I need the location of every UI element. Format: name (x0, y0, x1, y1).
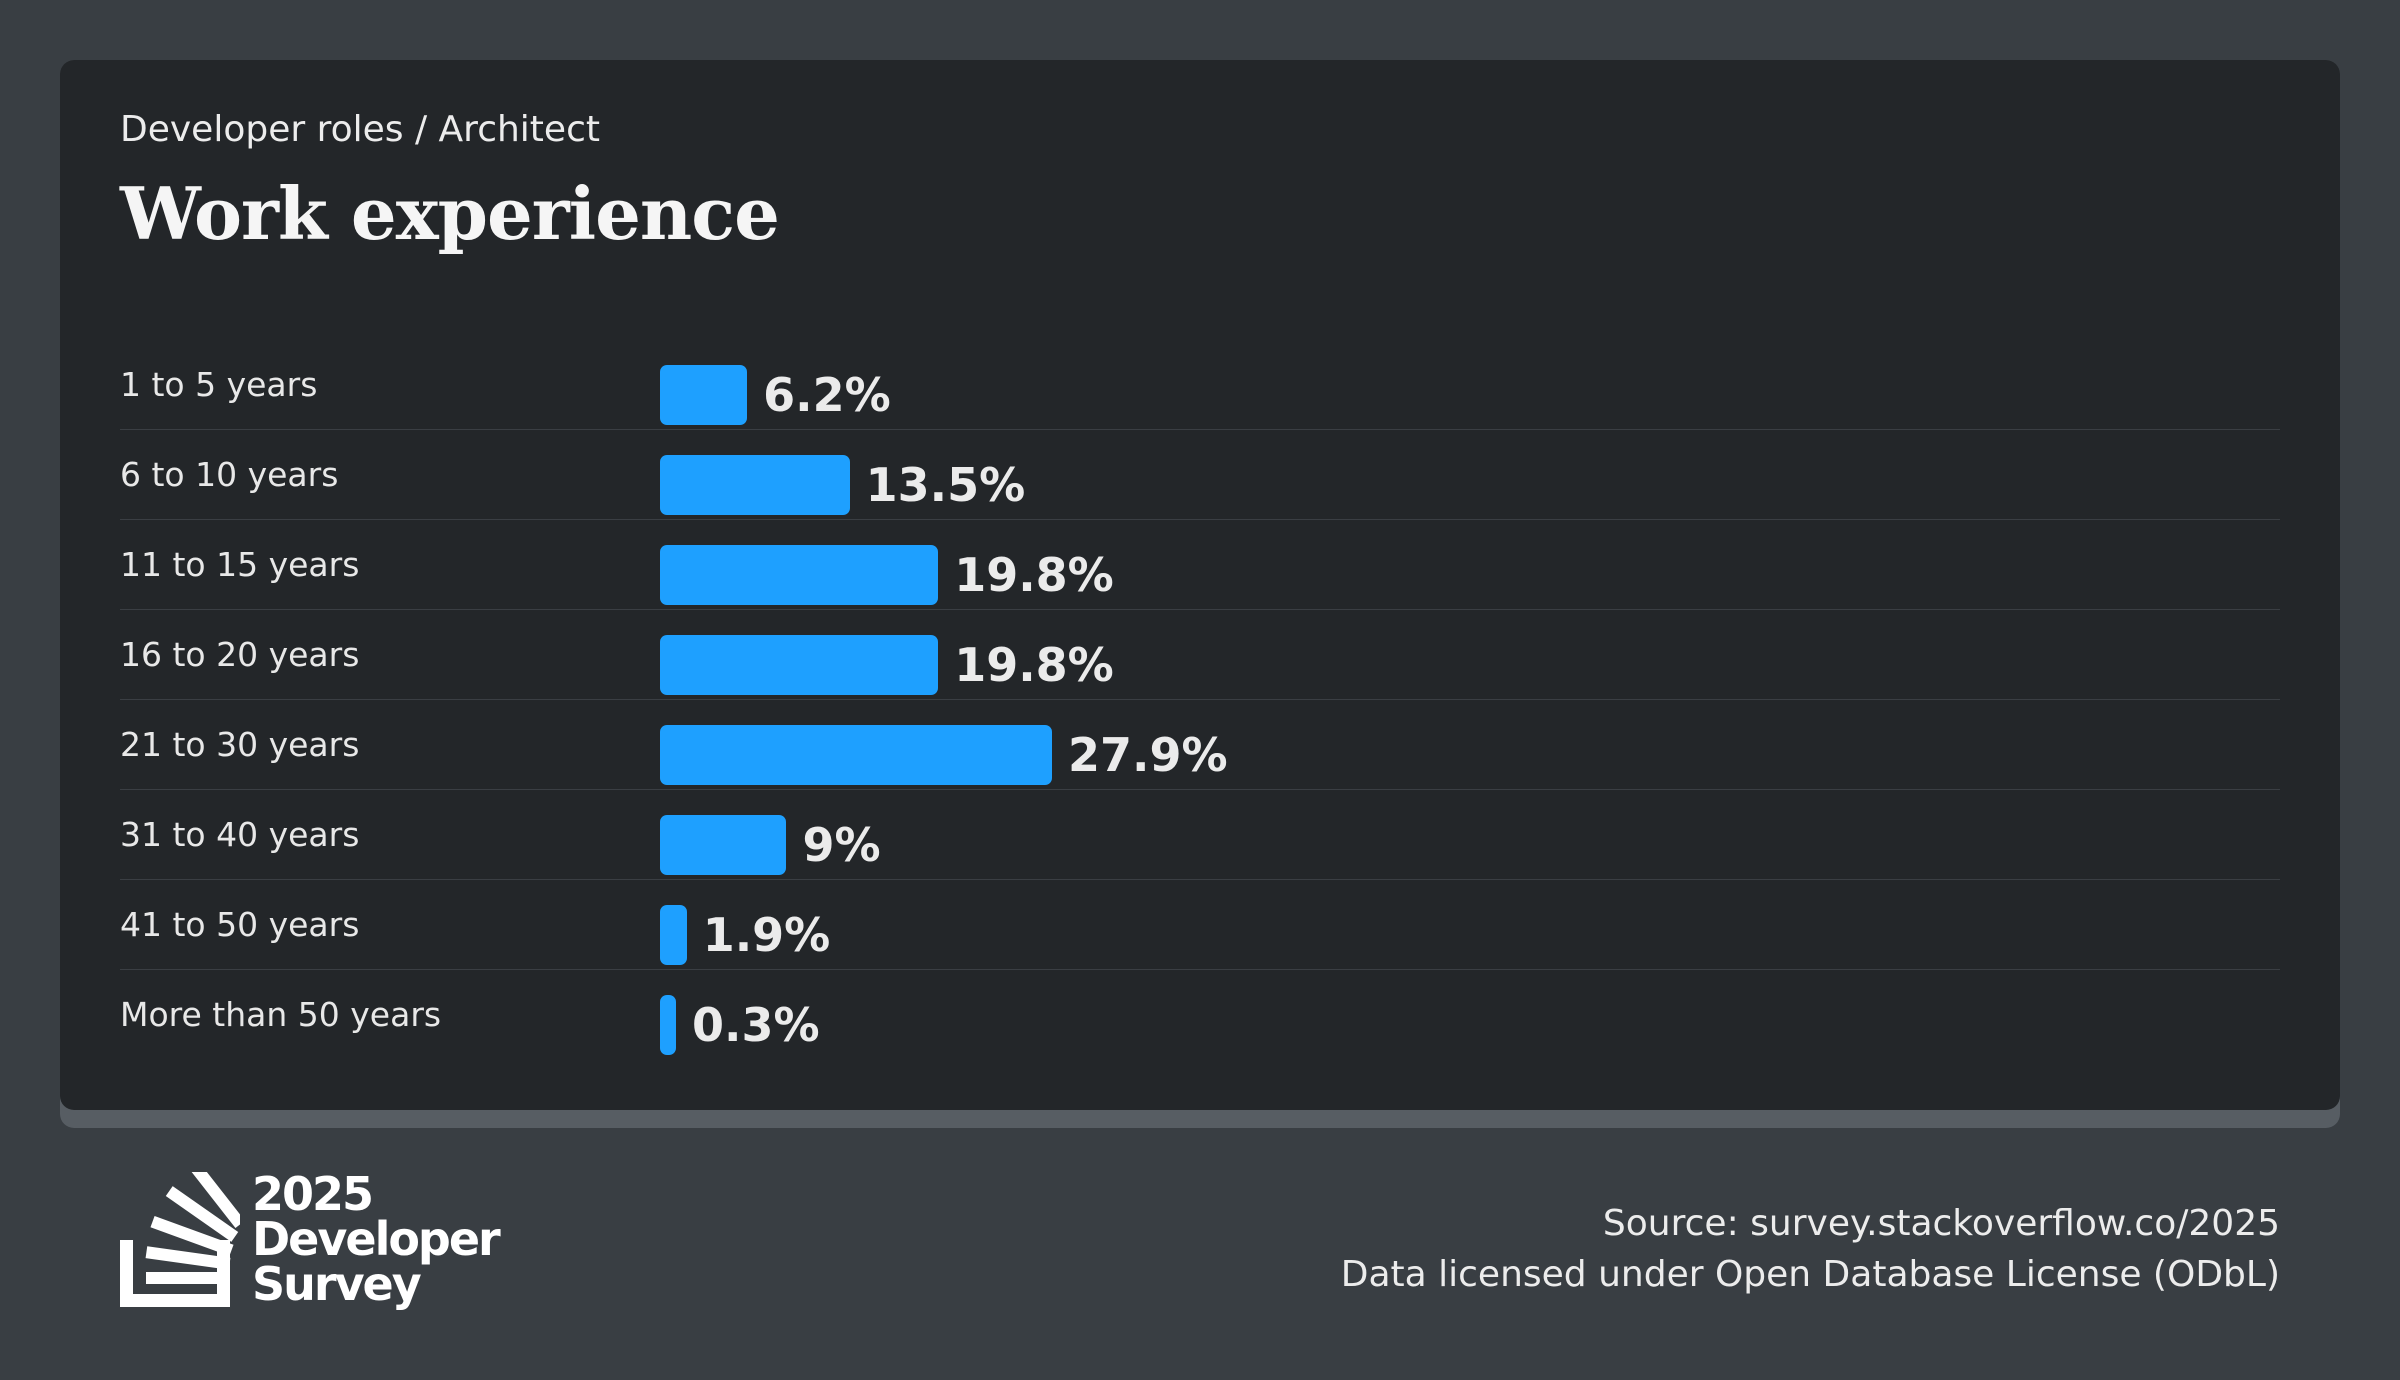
bar (660, 545, 939, 605)
value-label: 0.3% (692, 998, 820, 1052)
value-label: 19.8% (954, 638, 1114, 692)
logo-survey: Survey (252, 1257, 422, 1311)
row-divider (120, 429, 2280, 430)
bar-row: 31 to 40 years 9% (120, 790, 2280, 880)
chart-card: Developer roles / Architect Work experie… (60, 60, 2340, 1110)
breadcrumb: Developer roles / Architect (120, 109, 600, 150)
survey-logo: 2025 Developer Survey (120, 1163, 501, 1322)
category-label: 1 to 5 years (120, 365, 318, 404)
bar-row: 16 to 20 years 19.8% (120, 610, 2280, 700)
bar (660, 635, 939, 695)
bar (660, 815, 787, 875)
row-divider (120, 609, 2280, 610)
category-label: More than 50 years (120, 995, 442, 1034)
value-label: 19.8% (954, 548, 1114, 602)
page-title: Work experience (120, 171, 780, 256)
bar-row: 11 to 15 years 19.8% (120, 520, 2280, 610)
bar (660, 995, 676, 1055)
value-label: 13.5% (865, 458, 1026, 512)
category-label: 41 to 50 years (120, 905, 360, 944)
category-label: 21 to 30 years (120, 725, 360, 764)
bar-row: 41 to 50 years 1.9% (120, 880, 2280, 970)
logo-developer: Developer (252, 1212, 501, 1266)
value-label: 27.9% (1067, 728, 1228, 782)
stack-logo-icon (120, 1163, 245, 1307)
bar (660, 905, 687, 965)
category-label: 11 to 15 years (120, 545, 360, 584)
source-block: Source: survey.stackoverflow.co/2025 Dat… (1341, 1198, 2280, 1300)
license-text: Data licensed under Open Database Licens… (1340, 1254, 2280, 1295)
bar (660, 365, 748, 425)
bar-row: 6 to 10 years 13.5% (120, 430, 2280, 520)
source-text: Source: survey.stackoverflow.co/2025 (1602, 1203, 2280, 1244)
value-label: 6.2% (763, 368, 891, 422)
row-divider (120, 789, 2280, 790)
value-label: 1.9% (702, 908, 831, 962)
bar-row: 1 to 5 years 6.2% (120, 340, 2280, 430)
value-label: 9% (802, 818, 881, 872)
bar-row: More than 50 years 0.3% (120, 970, 2280, 1060)
logo-text: 2025 Developer Survey (252, 1167, 501, 1311)
row-divider (120, 879, 2280, 880)
bar (660, 455, 850, 515)
logo-year: 2025 (252, 1167, 374, 1221)
category-label: 6 to 10 years (120, 455, 339, 494)
row-divider (120, 969, 2280, 970)
category-label: 31 to 40 years (120, 815, 360, 854)
row-divider (120, 519, 2280, 520)
bar (660, 725, 1052, 785)
bar-row: 21 to 30 years 27.9% (120, 700, 2280, 790)
category-label: 16 to 20 years (120, 635, 360, 674)
row-divider (120, 699, 2280, 700)
bar-chart: 1 to 5 years 6.2% 6 to 10 years 13.5% 11 to … (120, 340, 2280, 1060)
